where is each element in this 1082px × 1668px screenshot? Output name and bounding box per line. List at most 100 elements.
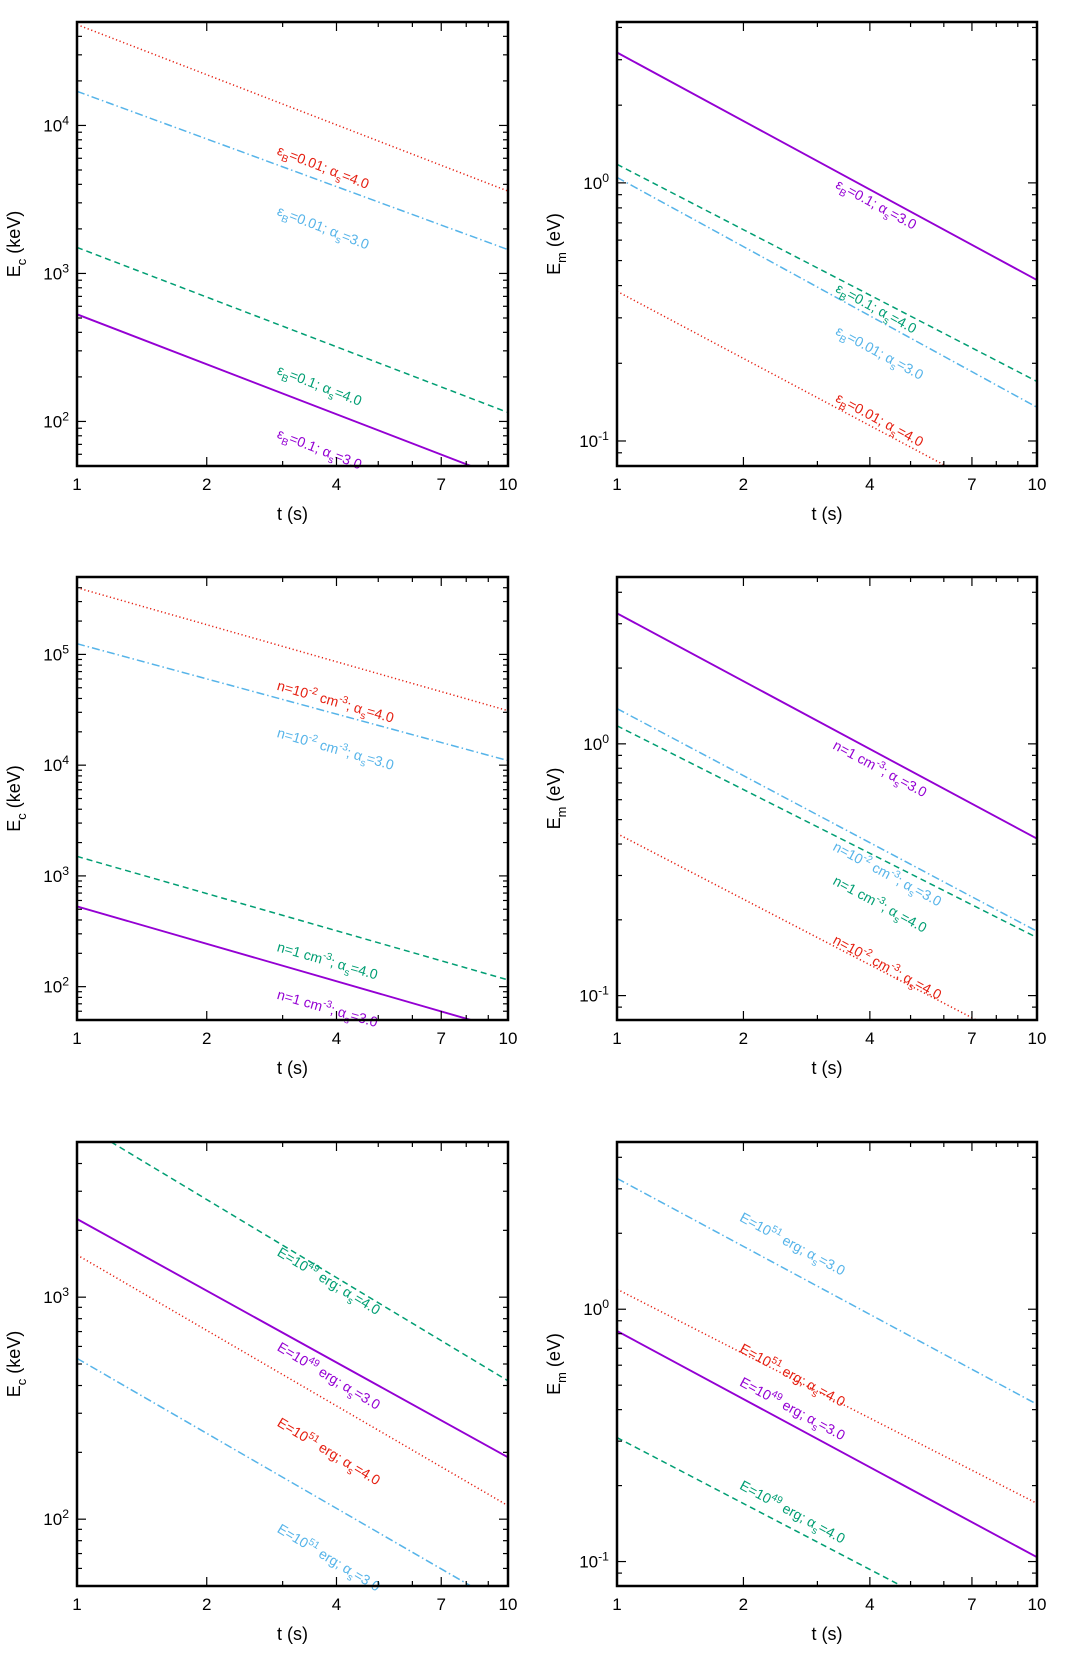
series-label-4: εB=0.1; αs=3.0 <box>274 425 365 476</box>
series-line-1 <box>77 23 508 192</box>
x-tick-label: 7 <box>436 1595 445 1614</box>
x-tick-label: 4 <box>332 1029 341 1048</box>
plot-frame <box>615 20 1039 468</box>
plot-frame <box>75 1140 510 1588</box>
chart-panel-2: εB=0.1; αs=3.0 εB=0.1; αs=4.0 εB=0.01; αs=… <box>544 20 1047 524</box>
chart-panel-3: n=10-2 cm-3; αs=4.0n=10-2 cm-3; αs=3.0 n=… <box>4 575 518 1078</box>
chart-panel-1: εB=0.01; αs=4.0 εB=0.01; αs=3.0 εB=0.1; αs… <box>4 20 518 524</box>
series-label-4: n=1 cm-3; αs=3.0 <box>274 985 380 1034</box>
series-line-3 <box>617 725 1037 939</box>
chart-panel-4: n=1 cm-3; αs=3.0n=10-2 cm-3; αs=3.0n=1 c… <box>544 575 1047 1078</box>
series-label-2: n=10-2 cm-3; αs=3.0 <box>274 724 396 778</box>
series-label-2: E=1051 erg; αs=4.0 <box>735 1339 848 1413</box>
series-line-1 <box>617 612 1037 840</box>
series-line-2 <box>77 1218 508 1459</box>
x-tick-label: 1 <box>612 475 621 494</box>
series-line-2 <box>77 642 508 762</box>
x-tick-label: 4 <box>332 475 341 494</box>
x-tick-label: 1 <box>72 475 81 494</box>
series-line-4 <box>77 1357 473 1586</box>
series-label-2: εB=0.1; αs=4.0 <box>831 280 919 341</box>
y-tick-label: 103 <box>43 1285 69 1307</box>
y-tick-label: 100 <box>583 1297 609 1319</box>
series-line-4 <box>77 905 475 1020</box>
series-label-1: E=1051 erg; αs=3.0 <box>735 1208 848 1282</box>
x-tick-label: 7 <box>967 475 976 494</box>
y-tick-label: 10-1 <box>579 429 609 451</box>
series-line-3 <box>617 1330 1037 1559</box>
series-line-1 <box>77 586 508 712</box>
plot-frame <box>615 575 1039 1022</box>
x-axis-label: t (s) <box>812 1624 843 1644</box>
series-label-4: E=1049 erg; αs=4.0 <box>735 1476 848 1550</box>
y-axis-label: Ec (keV) <box>4 765 29 832</box>
y-axis-label: Em (eV) <box>544 213 569 275</box>
x-tick-label: 2 <box>202 475 211 494</box>
y-tick-label: 105 <box>43 642 69 664</box>
x-tick-label: 1 <box>612 1595 621 1614</box>
x-axis-label: t (s) <box>812 504 843 524</box>
x-tick-label: 1 <box>72 1029 81 1048</box>
series-line-1 <box>617 51 1037 281</box>
plot-frame <box>615 1140 1039 1588</box>
series-label-3: εB=0.1; αs=4.0 <box>274 362 365 413</box>
x-tick-label: 2 <box>202 1595 211 1614</box>
y-axis-label: Ec (keV) <box>4 211 29 278</box>
x-tick-label: 1 <box>612 1029 621 1048</box>
y-axis-label: Em (eV) <box>544 1333 569 1395</box>
x-tick-label: 10 <box>499 1029 518 1048</box>
x-tick-label: 10 <box>1028 475 1047 494</box>
y-tick-label: 102 <box>43 975 69 997</box>
y-tick-label: 104 <box>43 753 69 775</box>
x-tick-label: 10 <box>499 475 518 494</box>
x-axis-label: t (s) <box>277 1624 308 1644</box>
series-label-2: εB=0.01; αs=3.0 <box>274 202 372 256</box>
series-line-3 <box>77 855 508 981</box>
series-line-4 <box>77 313 474 466</box>
plot-frame <box>75 20 510 468</box>
series-label-3: n=1 cm-3; αs=4.0 <box>828 872 930 940</box>
y-tick-label: 103 <box>43 864 69 886</box>
series-line-2 <box>617 707 1037 932</box>
x-tick-label: 2 <box>739 1029 748 1048</box>
x-tick-label: 7 <box>967 1595 976 1614</box>
x-tick-label: 4 <box>865 1029 874 1048</box>
x-tick-label: 4 <box>865 475 874 494</box>
series-line-3 <box>77 1254 508 1507</box>
series-line-4 <box>617 832 978 1020</box>
series-label-2: E=1049 erg; αs=3.0 <box>272 1338 383 1417</box>
series-line-2 <box>77 90 508 251</box>
x-axis-label: t (s) <box>812 1058 843 1078</box>
y-tick-label: 102 <box>43 1507 69 1529</box>
x-tick-label: 2 <box>202 1029 211 1048</box>
series-label-1: εB=0.1; αs=3.0 <box>831 176 919 237</box>
series-line-1 <box>617 1177 1037 1405</box>
y-tick-label: 102 <box>43 409 69 431</box>
series-line-2 <box>617 1288 1037 1505</box>
series-label-4: n=10-2 cm-3; αs=4.0 <box>828 931 945 1007</box>
chart-panel-5: E=1049 erg; αs=4.0E=1049 erg; αs=3.0E=10… <box>4 1140 518 1644</box>
x-tick-label: 10 <box>499 1595 518 1614</box>
x-tick-label: 10 <box>1028 1029 1047 1048</box>
series-label-1: E=1049 erg; αs=4.0 <box>272 1243 383 1322</box>
y-tick-label: 10-1 <box>579 983 609 1005</box>
series-line-1 <box>110 1142 508 1382</box>
y-tick-label: 100 <box>583 732 609 754</box>
series-label-1: εB=0.01; αs=4.0 <box>274 142 372 196</box>
x-tick-label: 2 <box>739 475 748 494</box>
y-tick-label: 10-1 <box>579 1549 609 1571</box>
series-label-3: E=1049 erg; αs=3.0 <box>735 1373 848 1447</box>
series-line-3 <box>617 176 1037 408</box>
x-tick-label: 1 <box>72 1595 81 1614</box>
x-tick-label: 4 <box>865 1595 874 1614</box>
y-tick-label: 104 <box>43 113 69 135</box>
series-label-1: n=1 cm-3; αs=3.0 <box>828 736 930 804</box>
chart-panel-6: E=1051 erg; αs=3.0E=1051 erg; αs=4.0E=10… <box>544 1140 1047 1644</box>
series-label-4: εB=0.01; αs=4.0 <box>831 389 926 453</box>
x-tick-label: 7 <box>436 475 445 494</box>
series-label-1: n=10-2 cm-3; αs=4.0 <box>274 676 396 730</box>
series-line-3 <box>77 246 508 414</box>
x-tick-label: 7 <box>967 1029 976 1048</box>
x-tick-label: 10 <box>1028 1595 1047 1614</box>
